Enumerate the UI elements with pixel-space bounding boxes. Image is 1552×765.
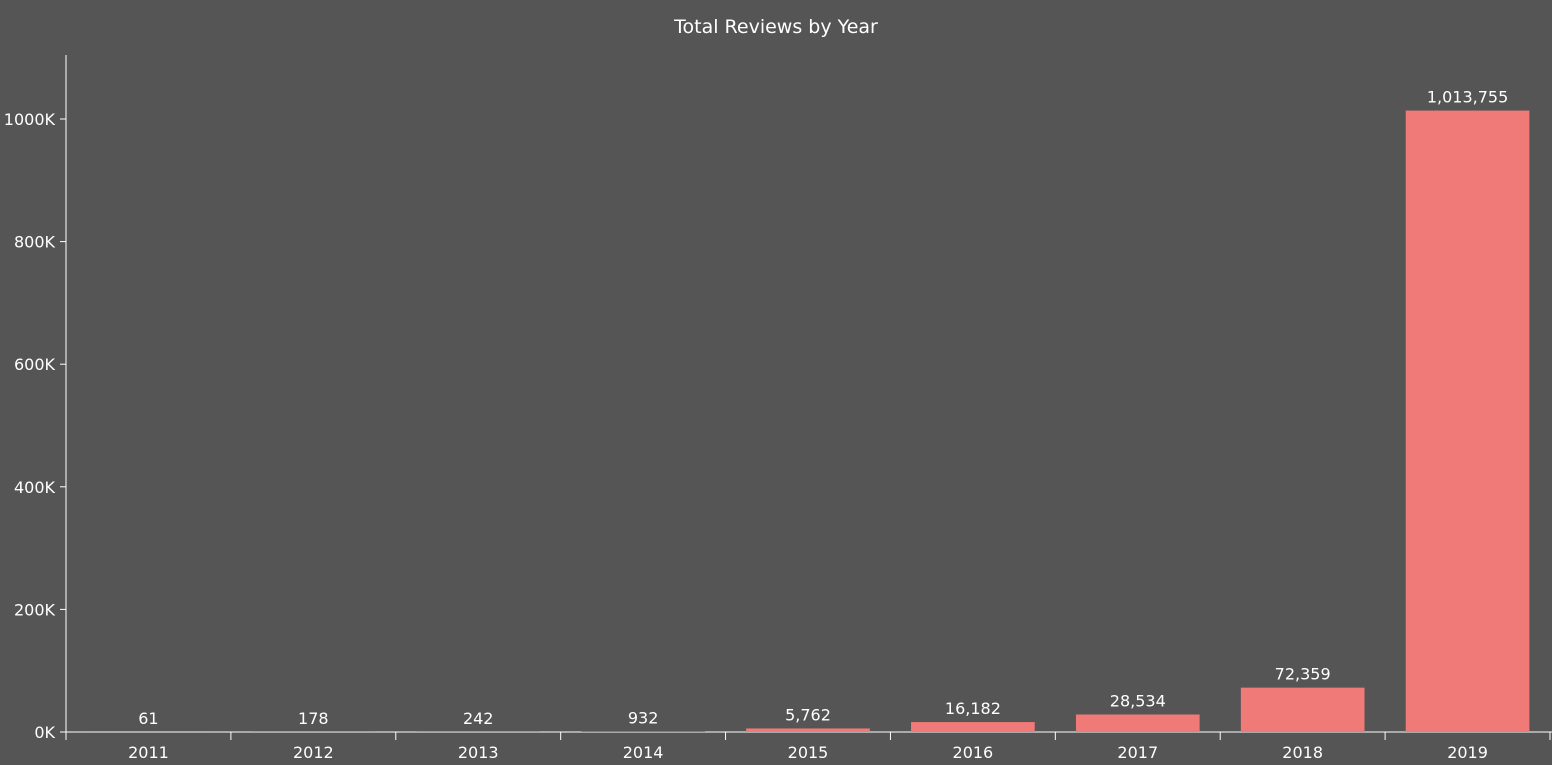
y-tick-label: 0K [34,723,55,742]
y-tick-label: 1000K [4,110,56,129]
bar-2019 [1405,110,1530,733]
data-label-2015: 5,762 [785,705,831,724]
data-label-2011: 61 [138,709,158,728]
bar-2017 [1075,714,1200,732]
data-labels-group: 61 178 242 932 5,762 16,182 28,534 72,359 1,013,… [138,88,1508,728]
y-tick-label: 600K [14,355,56,374]
x-tick-label: 2017 [1117,743,1158,762]
x-tick-label: 2018 [1282,743,1323,762]
x-tick-label: 2016 [953,743,994,762]
x-tick-label: 2012 [293,743,334,762]
y-tick-label: 800K [14,233,56,252]
y-tick-label: 200K [14,600,56,619]
data-label-2012: 178 [298,709,329,728]
data-label-2019: 1,013,755 [1427,88,1508,107]
x-tick-label: 2011 [128,743,169,762]
x-tick-label: 2014 [623,743,664,762]
bar-2014 [581,731,705,732]
bar-2018 [1240,687,1365,732]
bar-2016 [911,722,1035,732]
data-label-2018: 72,359 [1275,665,1331,684]
x-axis: 2011 2012 2013 2014 2015 2016 2017 2018 2019 [60,731,1552,762]
data-label-2017: 28,534 [1110,692,1166,711]
data-label-2016: 16,182 [945,699,1001,718]
y-axis: 0K 200K 400K 600K 800K 1000K [4,55,67,742]
chart-title: Total Reviews by Year [673,16,878,38]
y-tick-label: 400K [14,478,56,497]
x-tick-label: 2013 [458,743,499,762]
data-label-2013: 242 [463,709,494,728]
bars-group [86,110,1530,733]
bar-2015 [746,728,870,732]
data-label-2014: 932 [628,708,659,727]
x-tick-label: 2015 [788,743,829,762]
x-tick-label: 2019 [1447,743,1488,762]
